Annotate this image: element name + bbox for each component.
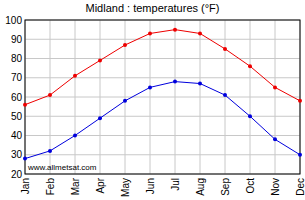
y-tick-label: 70 <box>11 72 23 83</box>
data-group <box>23 28 302 161</box>
grid-line-x <box>75 20 76 174</box>
grid-line-x <box>175 20 176 174</box>
x-tick-label: Apr <box>95 177 106 193</box>
series-marker <box>198 31 202 35</box>
series-marker <box>98 58 102 62</box>
x-tick-label: Jun <box>145 178 156 194</box>
watermark: www.allmetsat.com <box>27 163 97 172</box>
x-tick-label: Jul <box>170 178 181 191</box>
series-marker <box>48 149 52 153</box>
series-marker <box>73 74 77 78</box>
grid-line <box>25 116 300 117</box>
series-marker <box>98 116 102 120</box>
x-tick-label: Jan <box>20 178 31 194</box>
x-tick-label: Nov <box>270 178 281 196</box>
series-marker <box>73 134 77 138</box>
grid-line-x <box>200 20 201 174</box>
series-marker <box>298 153 302 157</box>
x-tick-label: May <box>120 178 131 197</box>
y-tick-label: 90 <box>11 34 23 45</box>
y-tick-label: 40 <box>11 130 23 141</box>
series-marker <box>123 99 127 103</box>
chart-root: Midland : temperatures (°F) 20 30 40 50 60 70 8… <box>0 0 305 200</box>
series-marker <box>198 82 202 86</box>
chart-svg: Midland : temperatures (°F) 20 30 40 50 60 70 8… <box>0 0 305 200</box>
x-tick-label: Mar <box>70 177 81 195</box>
grid-line-x <box>150 20 151 174</box>
series-marker <box>173 28 177 32</box>
grid-line <box>25 58 300 59</box>
y-tick-label: 20 <box>11 169 23 180</box>
plot-frame <box>25 20 300 174</box>
series-marker <box>273 85 277 89</box>
series-marker <box>223 47 227 51</box>
grid-line-x <box>100 20 101 174</box>
grid-line-x <box>275 20 276 174</box>
series-marker <box>223 93 227 97</box>
series-marker <box>123 43 127 47</box>
x-tick-label: Dec <box>295 178 305 196</box>
series-marker <box>148 85 152 89</box>
y-tick-label: 50 <box>11 111 23 122</box>
series-marker <box>173 80 177 84</box>
grid-line <box>25 39 300 40</box>
series-marker <box>248 114 252 118</box>
series-marker <box>298 99 302 103</box>
grid-line <box>25 154 300 155</box>
series-marker <box>48 93 52 97</box>
grid-line <box>25 77 300 78</box>
series-line <box>25 82 300 159</box>
grid-line <box>25 135 300 136</box>
series-line <box>25 30 300 105</box>
series-marker <box>273 137 277 141</box>
y-tick-label: 80 <box>11 53 23 64</box>
x-tick-label: Oct <box>245 178 256 194</box>
series-marker <box>248 64 252 68</box>
series-marker <box>148 31 152 35</box>
grid-line <box>25 97 300 98</box>
series-marker <box>23 157 27 161</box>
x-tick-label: Sep <box>220 178 231 196</box>
y-tick-label: 100 <box>5 15 22 26</box>
x-tick-label: Aug <box>195 178 206 196</box>
y-tick-label: 30 <box>11 149 23 160</box>
grid-line-x <box>250 20 251 174</box>
series-marker <box>23 103 27 107</box>
y-tick-label: 60 <box>11 92 23 103</box>
x-tick-label: Feb <box>45 178 56 196</box>
title: Midland : temperatures (°F) <box>86 2 220 14</box>
